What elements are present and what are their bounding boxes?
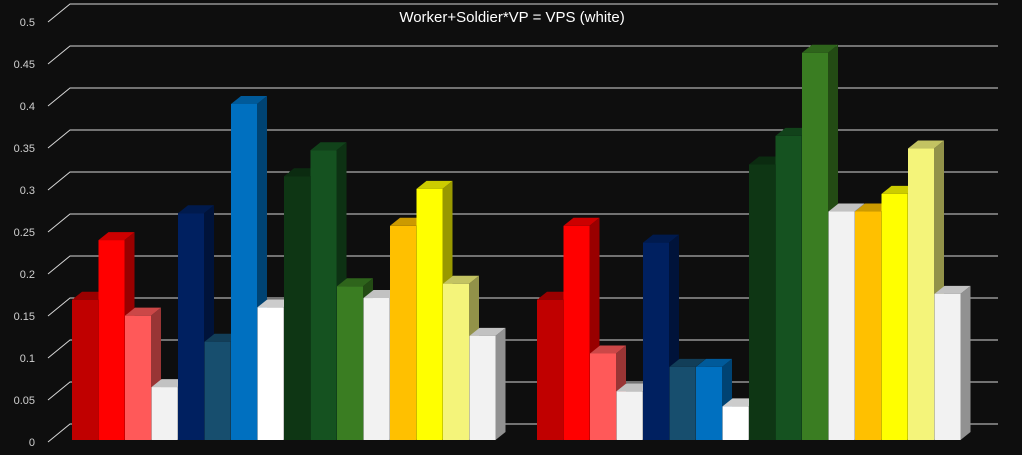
chart-title: Worker+Soldier*VP = VPS (white) xyxy=(399,9,624,26)
bar-front xyxy=(178,213,204,440)
y-tick-label: 0.05 xyxy=(14,395,35,407)
bar-front xyxy=(749,164,775,441)
bar-front xyxy=(257,307,284,440)
bar-top xyxy=(669,358,706,367)
grid-line xyxy=(47,213,998,233)
bar-top xyxy=(231,96,267,104)
bar-top xyxy=(828,203,865,212)
bar-front xyxy=(669,366,696,440)
grid-line xyxy=(47,171,998,191)
grid-line xyxy=(47,297,998,317)
bar-top xyxy=(125,307,161,316)
bar-top xyxy=(178,205,214,214)
bar-top xyxy=(908,140,944,149)
bar xyxy=(934,285,971,440)
bar-top xyxy=(934,285,971,294)
bar-front xyxy=(643,242,669,440)
y-tick-label: 0.4 xyxy=(20,101,35,113)
bar-top xyxy=(416,180,453,189)
bar-top xyxy=(802,44,838,53)
bar-front xyxy=(284,176,310,441)
bar-front xyxy=(72,299,98,440)
bar xyxy=(881,185,918,440)
bar-front xyxy=(934,293,961,440)
y-tick-label: 0.1 xyxy=(20,353,35,365)
bar-top xyxy=(469,327,506,336)
bar-front xyxy=(151,387,178,440)
bar-top xyxy=(98,232,135,241)
bar-front xyxy=(802,52,828,440)
bar xyxy=(469,327,506,440)
bar xyxy=(696,358,732,440)
y-tick-label: 0.45 xyxy=(14,59,35,71)
bar-side xyxy=(960,285,971,440)
bar-top xyxy=(643,234,679,243)
y-tick-label: 0.25 xyxy=(14,227,35,239)
grid-line xyxy=(47,45,998,65)
bar-top xyxy=(310,142,347,151)
bar-front xyxy=(204,341,231,440)
bar-top xyxy=(337,278,373,287)
y-tick-label: 0.5 xyxy=(20,17,35,29)
bar-front xyxy=(590,353,616,440)
bar-front xyxy=(775,135,802,441)
bar-top xyxy=(443,275,479,284)
bar-front xyxy=(828,211,855,440)
bar xyxy=(125,307,161,440)
bar-top xyxy=(696,358,732,367)
bar-front xyxy=(310,150,337,440)
bar-front xyxy=(881,193,908,440)
bar-top xyxy=(590,345,626,354)
bar-front xyxy=(696,366,722,440)
bar-front xyxy=(337,286,363,440)
bar-front xyxy=(98,240,125,440)
bar-front xyxy=(390,225,416,440)
bar-front xyxy=(231,104,257,440)
y-tick-label: 0.35 xyxy=(14,143,35,155)
grid-line xyxy=(47,87,998,107)
bar-front xyxy=(125,315,151,440)
bar-front xyxy=(443,283,469,440)
y-tick-label: 0 xyxy=(29,437,35,449)
bar-front xyxy=(363,298,390,440)
bar-front xyxy=(416,188,443,440)
y-tick-label: 0.15 xyxy=(14,311,35,323)
y-tick-label: 0.3 xyxy=(20,185,35,197)
bar-top xyxy=(563,217,600,226)
grid-line xyxy=(47,129,998,149)
bar-side xyxy=(495,327,506,440)
bar-front xyxy=(469,335,496,440)
bar-front xyxy=(908,148,934,440)
bar-front xyxy=(563,225,590,440)
bar-front xyxy=(616,391,643,440)
grid-line xyxy=(47,255,998,275)
bar-front xyxy=(537,299,563,440)
grid-line xyxy=(47,339,998,359)
bar-front xyxy=(722,406,749,440)
grid-line xyxy=(47,3,998,23)
y-tick-label: 0.2 xyxy=(20,269,35,281)
bar-front xyxy=(855,211,881,440)
